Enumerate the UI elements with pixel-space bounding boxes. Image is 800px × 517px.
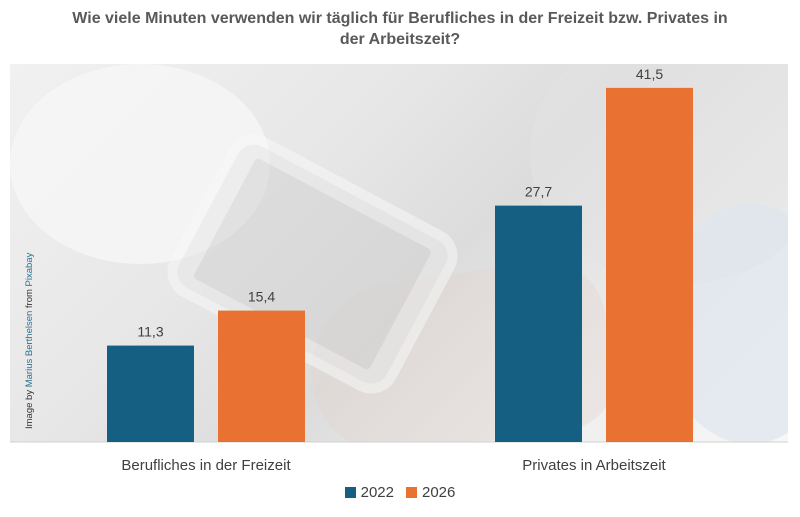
category-label-2: Privates in Arbeitszeit — [522, 457, 666, 474]
bar-2022-1 — [107, 345, 194, 442]
category-label-1: Berufliches in der Freizeit — [121, 457, 291, 474]
legend: 2022 2026 — [0, 484, 800, 502]
chart-title: Wie viele Minuten verwenden wir täglich … — [72, 10, 728, 48]
data-label-2026-2: 41,5 — [636, 66, 663, 82]
data-label-2022-2: 27,7 — [525, 184, 552, 200]
data-label-2022-1: 11,3 — [137, 324, 163, 340]
legend-label-2026: 2026 — [422, 484, 456, 501]
bar-2026-2 — [606, 87, 693, 442]
legend-item-2022: 2022 — [344, 484, 394, 501]
legend-swatch-2026 — [406, 487, 417, 498]
legend-label-2022: 2022 — [360, 484, 394, 501]
bar-2022-2 — [495, 205, 582, 442]
legend-swatch-2022 — [344, 487, 356, 498]
data-label-2026-1: 15,4 — [248, 289, 275, 305]
legend-item-2026: 2026 — [406, 484, 455, 501]
bar-2026-1 — [218, 310, 305, 442]
